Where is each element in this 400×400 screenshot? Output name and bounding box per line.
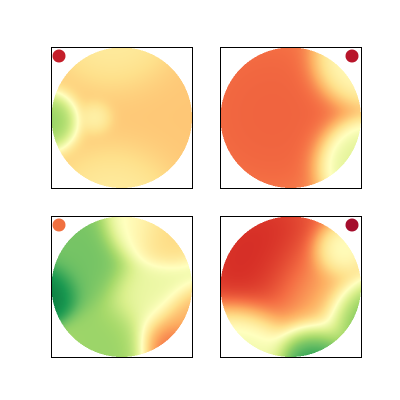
panel-top-right-heatmap-disc <box>220 47 361 188</box>
panel-bottom-left-marker-dot <box>53 219 66 232</box>
panel-top-right <box>220 47 362 189</box>
panels-layer <box>51 47 362 358</box>
panel-top-right-marker-dot <box>346 50 359 63</box>
panel-top-left-marker-dot <box>53 50 66 63</box>
panel-bottom-left-heatmap-disc <box>51 216 192 357</box>
panel-bottom-right <box>220 216 362 358</box>
panel-top-left <box>51 47 193 189</box>
panel-top-left-heatmap-disc <box>51 47 192 188</box>
panel-bottom-left <box>51 216 193 358</box>
panel-bottom-right-marker-dot <box>346 219 359 232</box>
panel-bottom-right-heatmap-disc <box>220 216 361 357</box>
